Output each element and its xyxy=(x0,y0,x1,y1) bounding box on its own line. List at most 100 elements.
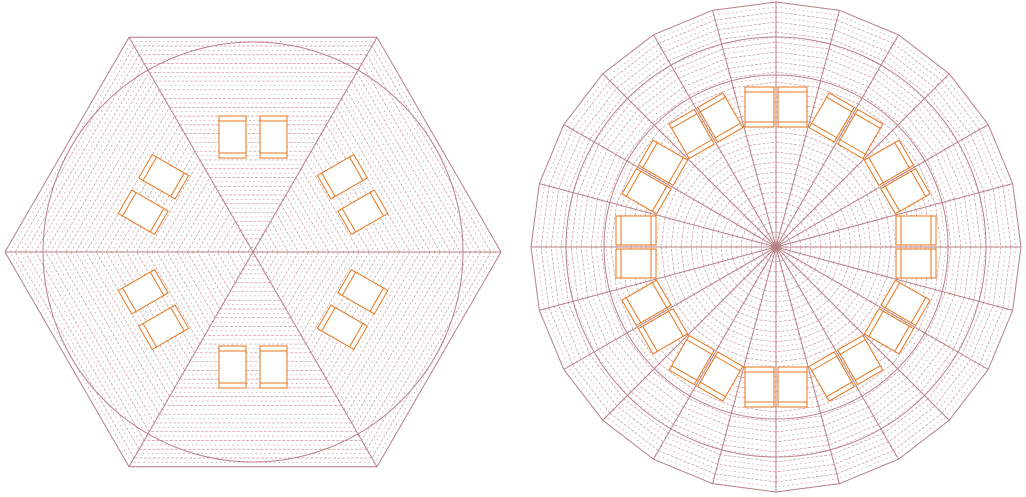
tile-row xyxy=(712,263,721,280)
tile-row xyxy=(555,246,564,304)
tile-row xyxy=(775,348,804,353)
tile-row xyxy=(775,420,823,428)
tile-row xyxy=(792,183,809,192)
tile-row xyxy=(800,282,812,291)
tile-row xyxy=(875,73,918,106)
tile-row xyxy=(997,187,1007,248)
tile-row xyxy=(775,136,805,142)
tile-row xyxy=(895,38,946,78)
window xyxy=(637,308,689,355)
tile-row xyxy=(785,260,791,265)
tile-row xyxy=(95,251,175,389)
tile-row xyxy=(671,161,692,188)
tile-row xyxy=(237,251,246,266)
tile-row xyxy=(540,186,550,248)
tile-row xyxy=(717,21,777,31)
tile-row xyxy=(775,352,805,358)
tile-row xyxy=(903,336,933,375)
tile-row xyxy=(775,357,806,363)
window-sill xyxy=(714,122,741,139)
tile-row xyxy=(807,269,816,280)
tile-row xyxy=(535,246,545,310)
tile-row xyxy=(338,251,426,402)
tile-row xyxy=(868,86,908,117)
tile-row xyxy=(883,398,929,434)
tile-row xyxy=(746,254,751,263)
tile-row xyxy=(688,398,731,417)
tile-row xyxy=(713,478,777,488)
tile-row xyxy=(181,251,218,314)
tile-row xyxy=(623,60,669,96)
tile-row xyxy=(775,338,801,343)
tile-row xyxy=(685,223,690,248)
tile-row xyxy=(730,415,777,423)
tile-row xyxy=(924,351,959,396)
tile-row xyxy=(616,164,634,205)
tile-row xyxy=(753,285,765,291)
tile-row xyxy=(24,54,140,253)
tile-row xyxy=(669,275,682,303)
tile-row xyxy=(870,191,883,219)
tile-row xyxy=(825,160,847,177)
tile-row xyxy=(674,274,686,300)
tile-row xyxy=(823,313,844,330)
ridge xyxy=(563,246,777,370)
tile-row xyxy=(722,219,729,233)
tile-row xyxy=(877,219,882,248)
tile-row xyxy=(136,251,196,353)
tile-row xyxy=(623,398,669,434)
tile-row xyxy=(891,215,897,248)
tile-row xyxy=(934,87,972,135)
tile-row xyxy=(849,268,859,290)
tile-row xyxy=(736,199,749,209)
tile-row xyxy=(700,246,704,267)
window-sill xyxy=(142,323,157,348)
tile-row xyxy=(202,207,228,253)
tile-row xyxy=(927,94,963,140)
window-sill xyxy=(341,208,357,233)
tile-row xyxy=(576,361,614,410)
tile-row xyxy=(161,172,208,253)
tile-row xyxy=(988,190,997,248)
tile-row xyxy=(899,123,928,160)
tile-row xyxy=(610,204,617,248)
tile-row xyxy=(737,257,742,268)
tile-row xyxy=(811,271,820,283)
tile-row xyxy=(885,402,932,438)
tile-row xyxy=(775,415,822,423)
tile-row xyxy=(70,94,163,253)
tile-row xyxy=(535,184,545,248)
tile-row xyxy=(697,291,713,311)
tile-row xyxy=(80,102,168,253)
tile-row xyxy=(14,45,135,253)
tile-row xyxy=(797,253,801,260)
tile-row xyxy=(285,251,320,310)
tile-row xyxy=(735,169,756,179)
tile-row xyxy=(303,164,355,253)
tile-row xyxy=(620,402,667,438)
tile-row xyxy=(615,339,646,379)
tile-row xyxy=(886,246,892,277)
tile-row xyxy=(775,71,822,79)
tile-row xyxy=(652,370,689,399)
tile-row xyxy=(961,302,984,355)
tile-row xyxy=(700,101,738,118)
tile-row xyxy=(750,146,777,151)
tile-row xyxy=(628,331,657,368)
tile-row xyxy=(754,229,759,235)
tile-row xyxy=(800,154,824,166)
tile-row xyxy=(775,206,787,209)
tile-row xyxy=(775,459,833,468)
tile-row xyxy=(970,305,994,360)
tile-row xyxy=(655,366,692,395)
ridge xyxy=(252,251,378,468)
tile-row xyxy=(126,142,191,253)
tile-row xyxy=(585,246,593,297)
tile-row xyxy=(830,151,854,170)
tile-row xyxy=(775,31,832,40)
tile-row xyxy=(860,99,897,128)
window xyxy=(621,279,672,326)
tile-row xyxy=(881,321,907,354)
tile-row xyxy=(731,410,777,418)
tile-row xyxy=(979,307,1004,365)
